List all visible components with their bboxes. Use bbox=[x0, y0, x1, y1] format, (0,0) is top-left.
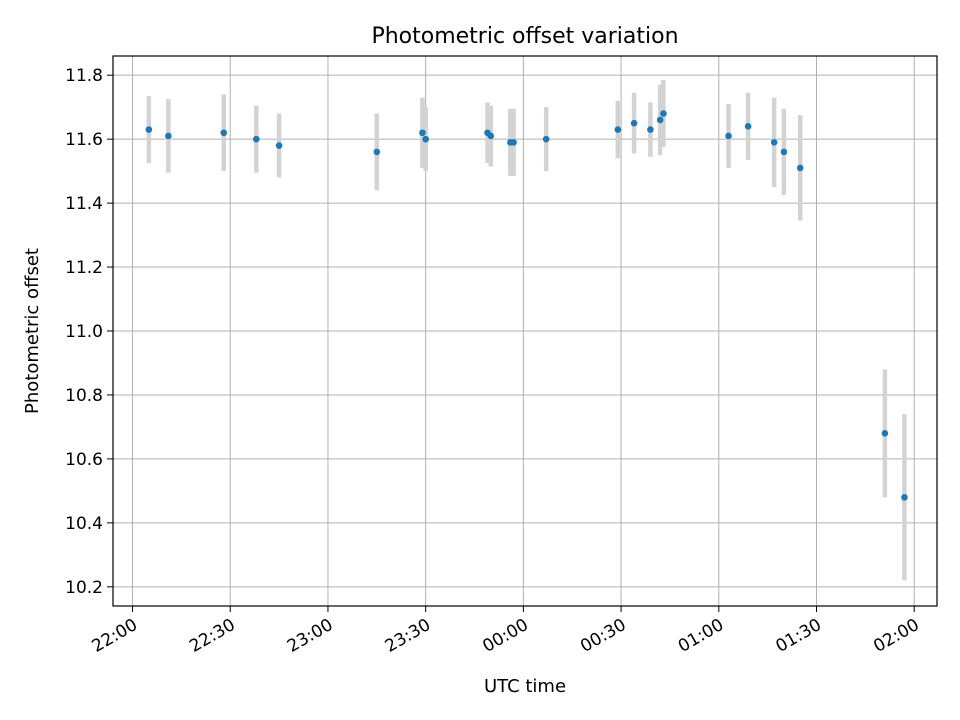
x-tick-label: 22:30 bbox=[186, 615, 238, 657]
data-point bbox=[796, 164, 804, 172]
x-tick-label: 22:00 bbox=[89, 615, 141, 657]
x-tick-label: 02:00 bbox=[870, 615, 922, 657]
data-point bbox=[165, 132, 172, 140]
data-point bbox=[770, 139, 778, 146]
y-axis-ticks: 10.2 10.4 10.6 10.8 11.0 11.2 11.4 11.6 11.8 bbox=[65, 66, 113, 598]
data-point bbox=[901, 493, 908, 501]
y-tick-label: 10.6 bbox=[65, 450, 103, 470]
data-point bbox=[725, 132, 732, 140]
data-point bbox=[275, 142, 283, 149]
data-point bbox=[647, 126, 654, 133]
x-tick-label: 23:00 bbox=[284, 615, 336, 657]
error-bars bbox=[146, 79, 907, 581]
data-point bbox=[542, 135, 550, 143]
x-tick-label: 01:00 bbox=[675, 615, 727, 657]
data-point bbox=[487, 132, 495, 140]
grid bbox=[113, 56, 937, 606]
data-point bbox=[253, 135, 260, 143]
data-point bbox=[660, 110, 667, 117]
y-tick-label: 10.4 bbox=[65, 514, 103, 534]
data-point bbox=[780, 148, 788, 156]
y-tick-label: 10.2 bbox=[65, 578, 103, 598]
data-point bbox=[630, 119, 638, 127]
y-tick-label: 11.4 bbox=[65, 194, 103, 214]
y-tick-label: 11.8 bbox=[65, 66, 103, 86]
data-point bbox=[881, 430, 889, 437]
data-point bbox=[510, 139, 517, 146]
data-point bbox=[422, 135, 429, 143]
y-tick-label: 11.0 bbox=[65, 322, 103, 342]
x-tick-label: 00:00 bbox=[479, 615, 531, 657]
data-point bbox=[419, 129, 426, 137]
y-tick-label: 10.8 bbox=[65, 386, 103, 406]
data-point bbox=[744, 123, 752, 130]
x-axis-ticks: 22:00 22:30 23:00 23:30 00:00 00:30 01:00 01:30… bbox=[89, 606, 923, 657]
data-point bbox=[220, 129, 228, 137]
y-tick-label: 11.6 bbox=[65, 130, 103, 150]
y-tick-label: 11.2 bbox=[65, 258, 103, 278]
x-tick-label: 00:30 bbox=[577, 615, 629, 657]
data-point bbox=[145, 126, 153, 133]
x-tick-label: 23:30 bbox=[382, 615, 434, 657]
x-axis-label: UTC time bbox=[484, 676, 566, 697]
chart-title: Photometric offset variation bbox=[371, 24, 678, 49]
data-point bbox=[373, 148, 381, 156]
y-axis-label: Photometric offset bbox=[22, 248, 43, 414]
data-point bbox=[656, 116, 664, 124]
x-tick-label: 01:30 bbox=[773, 615, 825, 657]
data-points bbox=[145, 110, 908, 501]
data-point bbox=[614, 126, 622, 133]
